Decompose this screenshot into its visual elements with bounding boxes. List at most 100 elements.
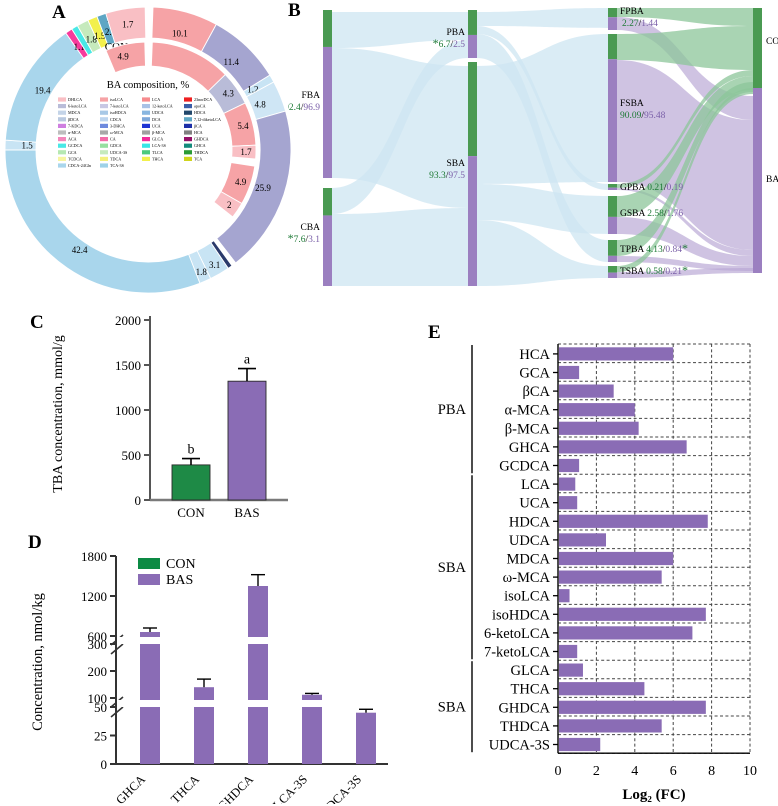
svg-text:7,12-diketoLCA: 7,12-diketoLCA xyxy=(194,117,221,123)
panel-e-letter: E xyxy=(428,322,441,343)
svg-text:1.7: 1.7 xyxy=(122,20,134,30)
svg-text:BAS: BAS xyxy=(766,175,778,185)
svg-text:TCA: TCA xyxy=(194,156,202,161)
svg-text:CBA: CBA xyxy=(300,223,320,233)
svg-text:200: 200 xyxy=(88,664,108,679)
svg-text:4.8: 4.8 xyxy=(254,99,266,109)
svg-text:CON: CON xyxy=(177,505,205,520)
svg-text:CDCA-24Gln: CDCA-24Gln xyxy=(68,163,91,168)
svg-text:α-MCA: α-MCA xyxy=(505,403,551,419)
svg-text:PBA: PBA xyxy=(438,402,467,418)
svg-text:3.1: 3.1 xyxy=(209,260,220,270)
panel-a-letter: A xyxy=(52,2,66,23)
svg-text:2000: 2000 xyxy=(115,313,141,328)
svg-text:GCDCA: GCDCA xyxy=(499,459,550,475)
svg-text:CSBA: CSBA xyxy=(438,700,467,716)
svg-text:500: 500 xyxy=(122,448,142,463)
svg-text:4.9: 4.9 xyxy=(235,177,247,187)
svg-text:2.5: 2.5 xyxy=(105,27,117,37)
svg-text:BAS: BAS xyxy=(166,573,193,588)
svg-text:FBA: FBA xyxy=(302,91,321,101)
svg-text:TLCA: TLCA xyxy=(152,150,163,155)
svg-text:GHCA: GHCA xyxy=(194,143,206,148)
svg-text:FSBA: FSBA xyxy=(620,99,644,109)
svg-text:8: 8 xyxy=(708,764,715,779)
svg-text:UCA: UCA xyxy=(152,123,161,128)
svg-text:Log₂ (FC): Log₂ (FC) xyxy=(622,787,685,803)
svg-text:300: 300 xyxy=(88,637,108,652)
svg-text:5.4: 5.4 xyxy=(237,121,249,131)
svg-text:2: 2 xyxy=(593,764,600,779)
svg-text:CON: CON xyxy=(166,557,196,572)
svg-text:UDCA: UDCA xyxy=(509,533,551,549)
svg-text:TDCA: TDCA xyxy=(110,156,121,161)
svg-text:GPBA 0.21/0.19: GPBA 0.21/0.19 xyxy=(620,183,683,193)
svg-text:TPBA 4.13/0.84*: TPBA 4.13/0.84* xyxy=(620,241,688,255)
svg-text:GHDCA: GHDCA xyxy=(498,700,550,716)
svg-text:6-ketoLCA: 6-ketoLCA xyxy=(68,104,87,109)
svg-text:0: 0 xyxy=(135,493,142,508)
svg-text:ω-MCA: ω-MCA xyxy=(503,570,551,586)
svg-text:FSBA: FSBA xyxy=(438,560,467,576)
svg-text:0: 0 xyxy=(555,764,562,779)
svg-text:TSBA 0.58/0.21*: TSBA 0.58/0.21* xyxy=(620,263,688,277)
svg-text:7-ketoLCA: 7-ketoLCA xyxy=(484,645,551,661)
svg-text:1.8: 1.8 xyxy=(86,35,98,45)
svg-text:a: a xyxy=(244,353,251,368)
svg-text:UDCA-3S: UDCA-3S xyxy=(110,150,128,155)
svg-text:α-MCA: α-MCA xyxy=(68,130,81,135)
svg-text:25: 25 xyxy=(94,729,107,744)
svg-text:*7.6/3.1: *7.6/3.1 xyxy=(288,231,320,245)
svg-text:LCA: LCA xyxy=(521,477,551,493)
svg-text:TCDCA: TCDCA xyxy=(68,156,82,161)
svg-text:b: b xyxy=(188,443,195,458)
svg-text:HDCA: HDCA xyxy=(194,110,206,115)
svg-text:25.9: 25.9 xyxy=(255,183,271,193)
svg-text:GHDCA: GHDCA xyxy=(194,137,209,142)
panel-c-letter: C xyxy=(30,312,44,333)
svg-text:GCDCA: GCDCA xyxy=(68,143,82,148)
svg-text:10: 10 xyxy=(743,764,757,779)
svg-text:42.4: 42.4 xyxy=(72,245,88,255)
svg-text:CA: CA xyxy=(110,137,116,142)
svg-text:HCA: HCA xyxy=(519,347,550,363)
panel-d-letter: D xyxy=(28,532,42,553)
svg-text:ACA: ACA xyxy=(68,137,77,142)
svg-text:Concentration, nmol/kg: Concentration, nmol/kg xyxy=(30,593,46,731)
svg-text:GHCA: GHCA xyxy=(113,772,148,804)
svg-text:MDCA: MDCA xyxy=(506,552,550,568)
svg-text:THDCA: THDCA xyxy=(194,150,208,155)
svg-text:50: 50 xyxy=(94,700,107,715)
svg-text:isoLCA: isoLCA xyxy=(504,589,550,605)
svg-text:βCA: βCA xyxy=(194,123,202,128)
svg-text:1.1: 1.1 xyxy=(74,42,85,52)
svg-text:SBA: SBA xyxy=(447,159,466,169)
svg-text:7-ketoLCA: 7-ketoLCA xyxy=(110,104,129,109)
svg-text:LCA-3S: LCA-3S xyxy=(152,143,167,148)
svg-text:1200: 1200 xyxy=(81,589,107,604)
svg-text:600: 600 xyxy=(88,629,108,644)
svg-text:1.5: 1.5 xyxy=(94,31,106,41)
svg-text:6: 6 xyxy=(670,764,677,779)
svg-text:4.9: 4.9 xyxy=(117,51,129,61)
svg-text:0: 0 xyxy=(101,757,108,772)
svg-text:19.4: 19.4 xyxy=(35,86,51,96)
svg-text:DCA-3S: DCA-3S xyxy=(323,772,364,804)
svg-text:THCA: THCA xyxy=(168,772,202,804)
svg-text:93.3/97.5: 93.3/97.5 xyxy=(429,171,465,181)
svg-text:GHCA: GHCA xyxy=(509,440,551,456)
svg-text:UDCA-3S: UDCA-3S xyxy=(489,738,550,754)
svg-text:11.4: 11.4 xyxy=(224,57,240,67)
svg-text:THDCA: THDCA xyxy=(500,719,550,735)
svg-text:DHLCA: DHLCA xyxy=(68,97,82,102)
svg-text:GHDCA: GHDCA xyxy=(215,772,256,804)
svg-text:1.7: 1.7 xyxy=(240,147,252,157)
svg-text:BAS: BAS xyxy=(234,505,259,520)
svg-text:100: 100 xyxy=(88,691,108,706)
svg-text:10.1: 10.1 xyxy=(172,28,188,38)
svg-text:UCA: UCA xyxy=(519,496,550,512)
svg-text:1.5: 1.5 xyxy=(21,141,33,151)
svg-text:GDCA: GDCA xyxy=(110,143,122,148)
svg-text:*6.7/2.5: *6.7/2.5 xyxy=(433,36,466,50)
svg-text:1800: 1800 xyxy=(81,549,107,564)
